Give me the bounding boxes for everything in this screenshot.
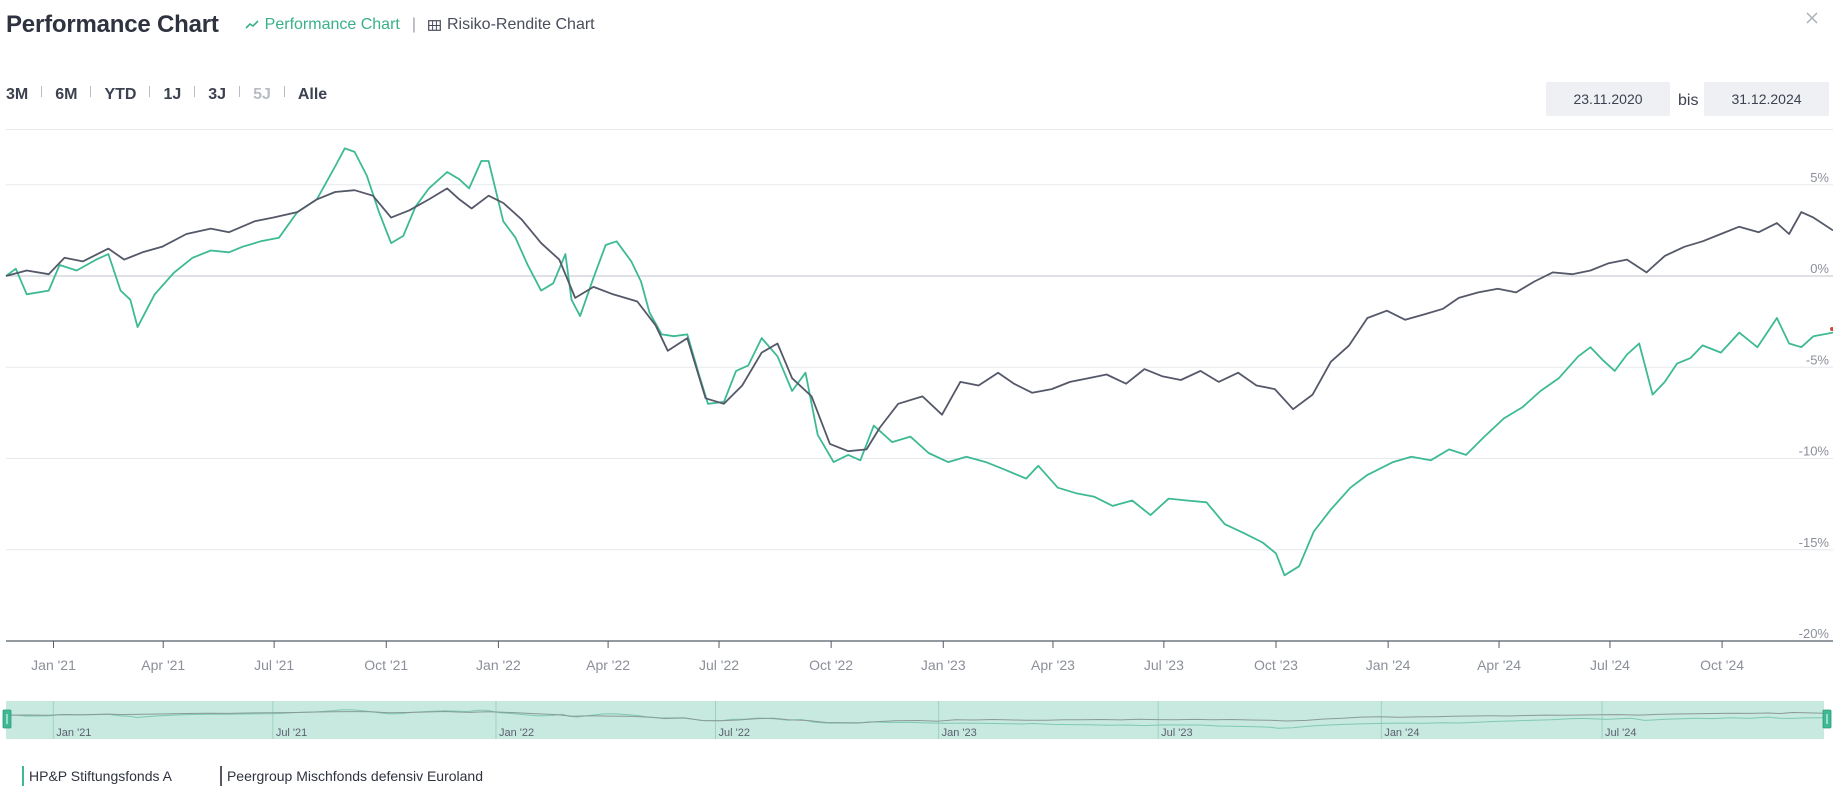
y-tick-label: -15% <box>1799 535 1830 550</box>
date-from-input[interactable]: 23.11.2020 <box>1546 82 1670 116</box>
legend-swatch-peergroup <box>219 766 222 786</box>
y-tick-label: 5% <box>1810 170 1829 185</box>
legend-item-fund[interactable]: HP&P Stiftungsfonds A <box>22 766 172 786</box>
range-divider <box>149 85 151 97</box>
chart-header: Performance Chart Performance Chart | Ri… <box>6 8 595 42</box>
navigator-tick-label: Jan '22 <box>499 727 534 739</box>
range-5j-button: 5J <box>253 86 271 103</box>
x-tick-label: Oct '23 <box>1254 657 1298 673</box>
navigator-tick-label: Jan '21 <box>56 727 91 739</box>
time-range-selector: 3M 6M YTD 1J 3J 5J Alle <box>6 85 328 104</box>
page-title: Performance Chart <box>6 11 219 38</box>
navigator-tick-label: Jan '23 <box>942 727 977 739</box>
grid-lines <box>6 184 1833 642</box>
y-tick-label: -10% <box>1799 444 1830 459</box>
series-lines <box>5 147 1833 577</box>
legend-label-peergroup: Peergroup Mischfonds defensiv Euroland <box>226 768 483 784</box>
range-divider <box>283 85 285 97</box>
date-range-separator: bis <box>1678 92 1699 109</box>
tab-performance-chart[interactable]: Performance Chart <box>245 16 400 34</box>
navigator-series-peergroup <box>5 710 1825 724</box>
y-axis-labels: 5% 0% -5% -10% -15% -20% <box>1799 170 1830 641</box>
date-to-input[interactable]: 31.12.2024 <box>1704 82 1829 116</box>
range-6m-button[interactable]: 6M <box>55 86 78 103</box>
range-3m-button[interactable]: 3M <box>6 86 29 103</box>
navigator-tick-label: Jul '22 <box>718 727 749 739</box>
tab-risk-return-chart-label: Risiko-Rendite Chart <box>447 16 595 33</box>
x-tick-label: Jul '21 <box>254 657 294 673</box>
legend-swatch-fund <box>22 766 24 786</box>
x-axis-labels: Jan '21 Apr '21 Jul '21 Oct '21 Jan '22 Apr '… <box>31 641 1744 673</box>
chart-legend: HP&P Stiftungsfonds A Peergroup Mischfon… <box>22 766 531 786</box>
y-tick-label: -20% <box>1799 626 1830 641</box>
legend-label-fund: HP&P Stiftungsfonds A <box>29 768 172 784</box>
x-tick-label: Jul '22 <box>699 657 739 673</box>
range-ytd-button[interactable]: YTD <box>104 86 137 103</box>
x-tick-label: Oct '21 <box>364 657 408 673</box>
y-tick-label: -5% <box>1806 352 1830 367</box>
x-tick-label: Jan '21 <box>31 657 76 673</box>
range-alle-button[interactable]: Alle <box>297 86 328 103</box>
series-line-peergroup <box>5 187 1833 453</box>
line-chart-icon <box>245 20 259 29</box>
x-tick-label: Apr '23 <box>1031 657 1075 673</box>
range-navigator[interactable]: Jan '21 Jul '21 Jan '22 Jul '22 Jan '23 Jul '… <box>2 701 1832 739</box>
legend-item-peergroup[interactable]: Peergroup Mischfonds defensiv Euroland <box>219 766 483 786</box>
range-1j-button[interactable]: 1J <box>163 86 182 103</box>
edge-marker <box>1830 327 1833 331</box>
x-tick-label: Jul '24 <box>1590 657 1630 673</box>
tab-risk-return-chart[interactable]: Risiko-Rendite Chart <box>428 16 595 34</box>
range-divider <box>194 85 196 97</box>
tab-separator: | <box>411 16 416 33</box>
series-line-fund <box>5 147 1833 577</box>
tab-performance-chart-label: Performance Chart <box>264 16 400 33</box>
view-tabs: Performance Chart | Risiko-Rendite Chart <box>245 16 595 34</box>
header-divider <box>6 129 1833 130</box>
close-icon[interactable] <box>1805 8 1819 31</box>
x-tick-label: Oct '24 <box>1700 657 1744 673</box>
y-tick-label: 0% <box>1810 261 1829 276</box>
navigator-tick-label: Jul '21 <box>276 727 307 739</box>
x-tick-label: Apr '21 <box>141 657 185 673</box>
navigator-tick-label: Jul '24 <box>1605 727 1636 739</box>
range-divider <box>41 85 43 97</box>
x-tick-label: Apr '24 <box>1477 657 1521 673</box>
grid-table-icon <box>428 19 441 31</box>
navigator-tick-label: Jan '24 <box>1384 727 1419 739</box>
x-tick-label: Jan '24 <box>1366 657 1411 673</box>
range-3j-button[interactable]: 3J <box>208 86 227 103</box>
range-divider <box>239 85 241 97</box>
navigator-selection[interactable] <box>6 701 1824 739</box>
x-tick-label: Jan '22 <box>476 657 521 673</box>
x-tick-label: Jan '23 <box>921 657 966 673</box>
range-divider <box>90 85 92 97</box>
x-tick-label: Jul '23 <box>1144 657 1184 673</box>
x-tick-label: Apr '22 <box>586 657 630 673</box>
navigator-tick-label: Jul '23 <box>1161 727 1192 739</box>
x-tick-label: Oct '22 <box>809 657 853 673</box>
